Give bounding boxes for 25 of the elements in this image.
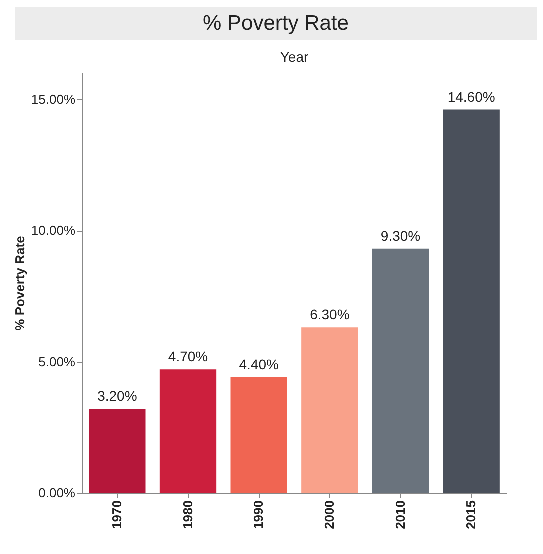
x-tick-label: 2015 bbox=[464, 500, 479, 530]
y-tick-label: 0.00% bbox=[38, 486, 76, 500]
data-label: 4.40% bbox=[239, 356, 279, 372]
bar bbox=[230, 378, 288, 493]
data-label: 14.60% bbox=[448, 88, 496, 105]
x-tick-label: 1990 bbox=[251, 500, 266, 530]
bar bbox=[302, 328, 358, 493]
bar bbox=[160, 370, 217, 493]
x-tick-label: 1970 bbox=[109, 500, 124, 530]
y-tick-label: 15.00% bbox=[31, 92, 76, 107]
data-label: 9.30% bbox=[380, 228, 421, 244]
data-label: 4.70% bbox=[168, 348, 208, 365]
x-tick-label: 1980 bbox=[180, 500, 196, 530]
y-tick-label: 5.00% bbox=[38, 354, 76, 370]
bar bbox=[372, 248, 430, 493]
y-tick-label: 10.00% bbox=[31, 223, 76, 238]
y-axis-title: % Poverty Rate bbox=[12, 236, 28, 331]
x-axis-title: Year bbox=[280, 49, 309, 65]
bar bbox=[89, 409, 146, 493]
data-label: 6.30% bbox=[310, 306, 350, 323]
bar bbox=[443, 110, 500, 493]
x-tick-label: 2010 bbox=[392, 500, 408, 530]
chart-title: % Poverty Rate bbox=[15, 7, 537, 40]
x-tick-label: 2000 bbox=[322, 500, 337, 530]
data-label: 3.20% bbox=[98, 388, 138, 404]
